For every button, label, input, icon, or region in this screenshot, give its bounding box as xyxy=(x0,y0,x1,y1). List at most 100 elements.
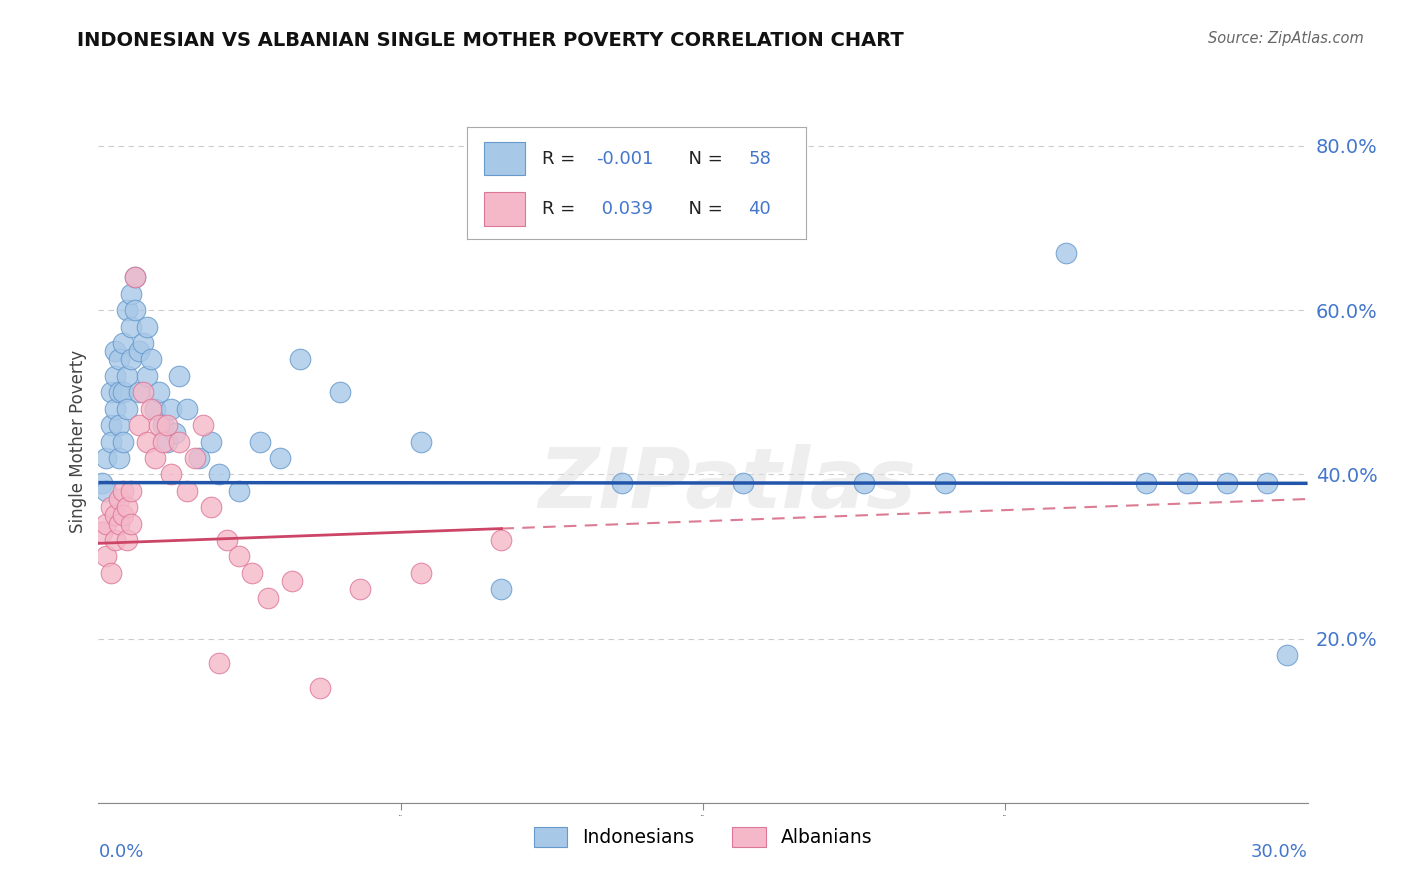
Point xyxy=(281,574,304,588)
Y-axis label: Single Mother Poverty: Single Mother Poverty xyxy=(69,350,87,533)
Point xyxy=(115,533,138,547)
Point xyxy=(115,401,138,416)
Point xyxy=(184,450,207,465)
Point xyxy=(107,418,129,433)
Point xyxy=(256,591,278,605)
Point xyxy=(91,524,114,539)
Point xyxy=(329,385,352,400)
Point xyxy=(120,352,142,367)
Point xyxy=(124,270,146,285)
Point xyxy=(100,434,122,449)
Point xyxy=(111,483,134,498)
Point xyxy=(120,516,142,531)
Point xyxy=(208,657,231,671)
Point xyxy=(135,368,157,383)
Point xyxy=(160,401,183,416)
Point xyxy=(111,336,134,351)
Point xyxy=(115,500,138,515)
Point xyxy=(1216,475,1239,490)
Point xyxy=(156,434,179,449)
Point xyxy=(124,303,146,318)
Point xyxy=(107,491,129,506)
Point xyxy=(91,475,114,490)
Point xyxy=(163,426,186,441)
Point xyxy=(148,385,170,400)
Point xyxy=(139,352,162,367)
Point xyxy=(96,516,118,531)
Point xyxy=(612,475,634,490)
Point xyxy=(167,434,190,449)
Point xyxy=(156,418,179,433)
Point xyxy=(107,385,129,400)
Point xyxy=(409,434,432,449)
Point xyxy=(100,418,122,433)
Point xyxy=(349,582,371,597)
Point xyxy=(128,385,150,400)
Point xyxy=(107,450,129,465)
Point xyxy=(188,450,211,465)
Point xyxy=(934,475,956,490)
Point xyxy=(228,483,250,498)
Point xyxy=(409,566,432,580)
Point xyxy=(200,434,222,449)
Point xyxy=(1277,648,1299,662)
Point xyxy=(491,582,513,597)
Point xyxy=(103,533,125,547)
Point xyxy=(1175,475,1198,490)
Point xyxy=(100,500,122,515)
Text: Source: ZipAtlas.com: Source: ZipAtlas.com xyxy=(1208,31,1364,46)
Point xyxy=(217,533,239,547)
Point xyxy=(135,434,157,449)
Point xyxy=(228,549,250,564)
Point xyxy=(111,508,134,523)
Legend: Indonesians, Albanians: Indonesians, Albanians xyxy=(526,820,880,855)
Point xyxy=(111,385,134,400)
Point xyxy=(1256,475,1278,490)
Point xyxy=(115,368,138,383)
Point xyxy=(160,467,183,482)
Point xyxy=(309,681,332,695)
Point xyxy=(1054,245,1077,260)
Point xyxy=(167,368,190,383)
Point xyxy=(139,401,162,416)
Point xyxy=(148,418,170,433)
Point xyxy=(269,450,291,465)
Point xyxy=(111,434,134,449)
Point xyxy=(143,450,166,465)
Point xyxy=(288,352,311,367)
Point xyxy=(143,401,166,416)
Point xyxy=(107,352,129,367)
Point xyxy=(103,508,125,523)
Point xyxy=(200,500,222,515)
Point xyxy=(135,319,157,334)
Point xyxy=(152,434,174,449)
Point xyxy=(132,385,155,400)
Point xyxy=(733,475,755,490)
Point xyxy=(132,336,155,351)
Point xyxy=(103,344,125,359)
Point xyxy=(115,303,138,318)
Text: INDONESIAN VS ALBANIAN SINGLE MOTHER POVERTY CORRELATION CHART: INDONESIAN VS ALBANIAN SINGLE MOTHER POV… xyxy=(77,31,904,50)
Point xyxy=(176,483,198,498)
Point xyxy=(120,483,142,498)
Text: 0.0%: 0.0% xyxy=(98,843,143,861)
Point xyxy=(1135,475,1157,490)
Point xyxy=(240,566,263,580)
Text: ZIPatlas: ZIPatlas xyxy=(538,444,917,525)
Point xyxy=(103,401,125,416)
Point xyxy=(96,450,118,465)
Point xyxy=(128,418,150,433)
Point xyxy=(100,385,122,400)
Point xyxy=(208,467,231,482)
Point xyxy=(107,516,129,531)
Point xyxy=(853,475,876,490)
Point xyxy=(120,286,142,301)
Point xyxy=(103,368,125,383)
Point xyxy=(96,549,118,564)
Point xyxy=(176,401,198,416)
Point xyxy=(193,418,215,433)
Point xyxy=(96,483,118,498)
Point xyxy=(100,566,122,580)
Point xyxy=(128,344,150,359)
Point xyxy=(491,533,513,547)
